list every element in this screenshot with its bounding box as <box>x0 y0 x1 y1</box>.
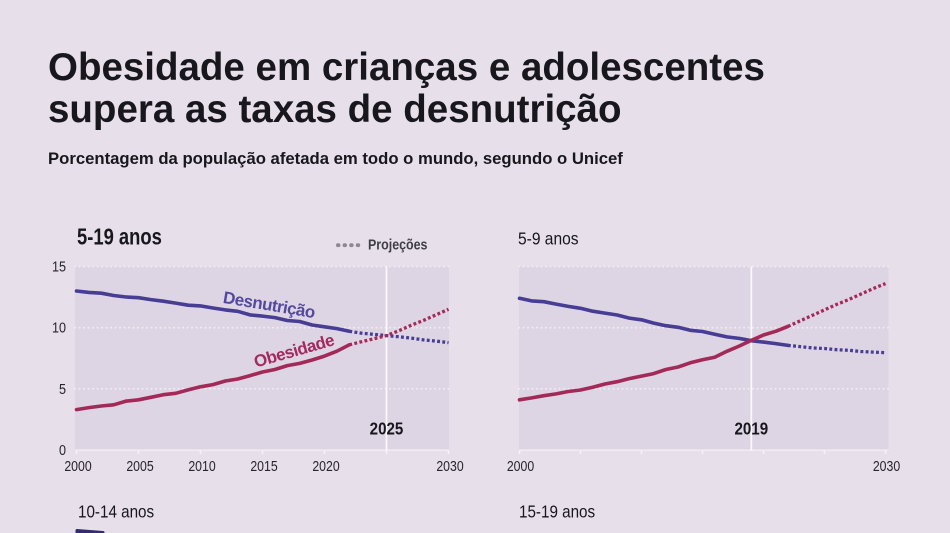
svg-text:2025: 2025 <box>370 419 404 438</box>
svg-text:2020: 2020 <box>312 458 340 474</box>
svg-text:2010: 2010 <box>188 458 216 474</box>
svg-text:10: 10 <box>52 319 66 336</box>
svg-text:2000: 2000 <box>64 458 92 474</box>
svg-text:5-19 anos: 5-19 anos <box>77 225 162 250</box>
svg-text:5: 5 <box>59 380 66 397</box>
svg-text:Projeções: Projeções <box>368 235 428 252</box>
svg-text:2030: 2030 <box>436 458 464 474</box>
svg-text:5-9 anos: 5-9 anos <box>518 230 579 249</box>
svg-text:15: 15 <box>52 257 66 274</box>
svg-text:0: 0 <box>59 441 66 458</box>
svg-text:2015: 2015 <box>250 458 278 474</box>
svg-text:15-19 anos: 15-19 anos <box>519 503 595 522</box>
svg-text:2019: 2019 <box>734 419 768 438</box>
svg-text:2030: 2030 <box>873 458 901 474</box>
svg-text:2000: 2000 <box>507 458 535 474</box>
svg-text:2005: 2005 <box>126 458 154 474</box>
svg-text:10-14 anos: 10-14 anos <box>78 503 154 522</box>
